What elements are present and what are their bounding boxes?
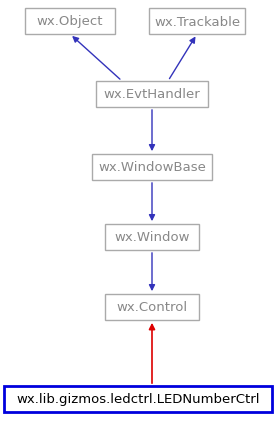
Bar [105,294,199,320]
Bar [92,155,212,181]
Text: wx.WindowBase: wx.WindowBase [98,161,206,174]
Bar [96,82,208,108]
Text: wx.Control: wx.Control [116,301,188,314]
Text: wx.Window: wx.Window [114,231,190,244]
Text: wx.Object: wx.Object [37,15,103,29]
Text: wx.EvtHandler: wx.EvtHandler [104,88,200,101]
Bar [4,386,272,412]
Bar [105,225,199,250]
Text: wx.lib.gizmos.ledctrl.LEDNumberCtrl: wx.lib.gizmos.ledctrl.LEDNumberCtrl [16,393,260,406]
Bar [25,9,115,35]
Text: wx.Trackable: wx.Trackable [154,15,240,29]
Bar [149,9,245,35]
